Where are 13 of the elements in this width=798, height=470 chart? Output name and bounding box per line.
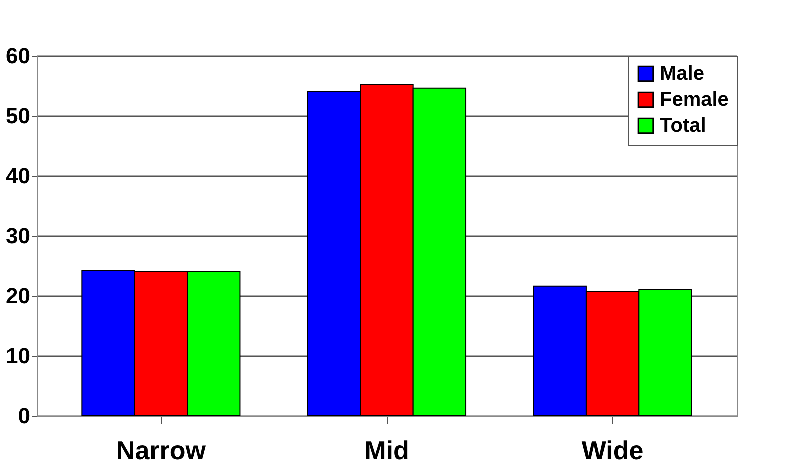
x-tick-label: Mid	[364, 436, 410, 466]
y-tick-label: 50	[6, 104, 30, 128]
x-tick-label: Wide	[582, 436, 644, 466]
y-tick-label: 20	[6, 284, 30, 308]
legend-label: Male	[660, 63, 704, 85]
y-tick-label: 40	[6, 164, 30, 188]
x-tick-label: Narrow	[116, 436, 207, 466]
legend-label: Female	[660, 89, 729, 111]
legend-label: Total	[660, 115, 706, 137]
y-tick-label: 0	[18, 404, 30, 428]
y-tick-label: 60	[6, 44, 30, 68]
y-tick-label: 30	[6, 224, 30, 248]
y-tick-label: 10	[6, 344, 30, 368]
